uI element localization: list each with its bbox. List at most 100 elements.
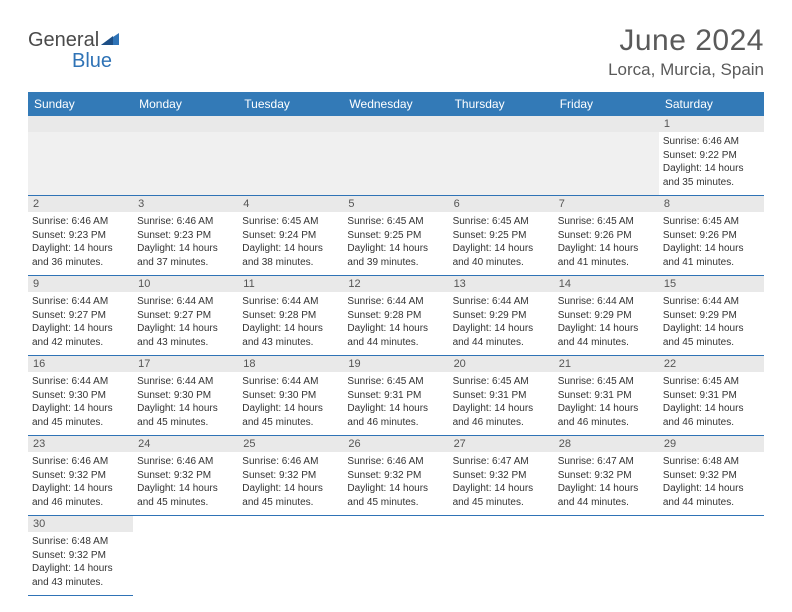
sunrise-text: Sunrise: 6:45 AM [453,215,550,229]
day-number [133,116,238,132]
weekday-label: Sunday [28,92,133,116]
daylight-text: Daylight: 14 hours [663,482,760,496]
sunrise-text: Sunrise: 6:44 AM [32,375,129,389]
day-number: 15 [659,276,764,292]
calendar-cell [238,132,343,196]
daylight-text: and 42 minutes. [32,336,129,350]
calendar-cell: Sunrise: 6:44 AMSunset: 9:29 PMDaylight:… [554,292,659,356]
calendar-cell: Sunrise: 6:44 AMSunset: 9:29 PMDaylight:… [659,292,764,356]
sunrise-text: Sunrise: 6:46 AM [347,455,444,469]
sunrise-text: Sunrise: 6:45 AM [347,215,444,229]
calendar-cell: Sunrise: 6:45 AMSunset: 9:24 PMDaylight:… [238,212,343,276]
sunrise-text: Sunrise: 6:44 AM [347,295,444,309]
weekday-label: Monday [133,92,238,116]
day-number: 18 [238,356,343,372]
sunset-text: Sunset: 9:28 PM [242,309,339,323]
sunset-text: Sunset: 9:32 PM [558,469,655,483]
sunset-text: Sunset: 9:29 PM [663,309,760,323]
weekday-label: Thursday [449,92,554,116]
sunrise-text: Sunrise: 6:44 AM [558,295,655,309]
sunset-text: Sunset: 9:25 PM [347,229,444,243]
sunset-text: Sunset: 9:31 PM [558,389,655,403]
daylight-text: Daylight: 14 hours [137,402,234,416]
sunrise-text: Sunrise: 6:46 AM [137,215,234,229]
sail-icon [99,31,121,51]
daylight-text: and 44 minutes. [558,496,655,510]
sunrise-text: Sunrise: 6:48 AM [663,455,760,469]
calendar-cell: Sunrise: 6:44 AMSunset: 9:30 PMDaylight:… [238,372,343,436]
calendar-cell [133,132,238,196]
daylight-text: and 41 minutes. [558,256,655,270]
sunset-text: Sunset: 9:27 PM [32,309,129,323]
daylight-text: Daylight: 14 hours [347,242,444,256]
sunset-text: Sunset: 9:22 PM [663,149,760,163]
calendar-cell: Sunrise: 6:45 AMSunset: 9:26 PMDaylight:… [659,212,764,276]
daylight-text: Daylight: 14 hours [32,402,129,416]
daylight-text: Daylight: 14 hours [347,402,444,416]
daylight-text: and 35 minutes. [663,176,760,190]
sunrise-text: Sunrise: 6:44 AM [137,375,234,389]
calendar-cell: Sunrise: 6:47 AMSunset: 9:32 PMDaylight:… [449,452,554,516]
day-number [133,516,238,532]
daylight-text: Daylight: 14 hours [137,482,234,496]
sunrise-text: Sunrise: 6:47 AM [453,455,550,469]
daylight-text: and 45 minutes. [137,416,234,430]
day-number: 1 [659,116,764,132]
daylight-text: and 38 minutes. [242,256,339,270]
calendar-cell: Sunrise: 6:45 AMSunset: 9:25 PMDaylight:… [449,212,554,276]
daylight-text: and 36 minutes. [32,256,129,270]
sunset-text: Sunset: 9:32 PM [32,469,129,483]
day-number: 3 [133,196,238,212]
sunset-text: Sunset: 9:31 PM [453,389,550,403]
calendar-cell: Sunrise: 6:45 AMSunset: 9:26 PMDaylight:… [554,212,659,276]
day-number [238,116,343,132]
weekday-label: Tuesday [238,92,343,116]
sunrise-text: Sunrise: 6:44 AM [137,295,234,309]
calendar-cell [133,532,238,596]
daylight-text: and 43 minutes. [137,336,234,350]
sunset-text: Sunset: 9:32 PM [347,469,444,483]
day-number: 8 [659,196,764,212]
weekday-label: Saturday [659,92,764,116]
daylight-text: Daylight: 14 hours [558,242,655,256]
calendar-cell: Sunrise: 6:44 AMSunset: 9:28 PMDaylight:… [343,292,448,356]
day-number: 12 [343,276,448,292]
weekday-label: Friday [554,92,659,116]
calendar-cell: Sunrise: 6:46 AMSunset: 9:32 PMDaylight:… [133,452,238,516]
daylight-text: and 44 minutes. [558,336,655,350]
sunset-text: Sunset: 9:29 PM [453,309,550,323]
sunrise-text: Sunrise: 6:46 AM [32,215,129,229]
header: GeneralBlue June 2024 Lorca, Murcia, Spa… [28,24,764,80]
day-number [449,116,554,132]
sunrise-text: Sunrise: 6:44 AM [453,295,550,309]
day-number: 22 [659,356,764,372]
daylight-text: and 46 minutes. [558,416,655,430]
day-number: 6 [449,196,554,212]
daylight-text: and 39 minutes. [347,256,444,270]
daylight-text: Daylight: 14 hours [347,482,444,496]
daylight-text: Daylight: 14 hours [242,242,339,256]
calendar-cell [343,532,448,596]
sunset-text: Sunset: 9:23 PM [32,229,129,243]
daylight-text: Daylight: 14 hours [663,402,760,416]
sunrise-text: Sunrise: 6:45 AM [663,375,760,389]
weekday-label: Wednesday [343,92,448,116]
day-number [28,116,133,132]
daylight-text: Daylight: 14 hours [347,322,444,336]
day-number: 19 [343,356,448,372]
daylight-text: and 46 minutes. [663,416,760,430]
calendar-cell: Sunrise: 6:45 AMSunset: 9:31 PMDaylight:… [659,372,764,436]
day-number: 29 [659,436,764,452]
sunrise-text: Sunrise: 6:45 AM [242,215,339,229]
calendar-cell: Sunrise: 6:46 AMSunset: 9:23 PMDaylight:… [133,212,238,276]
daylight-text: and 37 minutes. [137,256,234,270]
daylight-text: and 43 minutes. [32,576,129,590]
day-number: 24 [133,436,238,452]
sunset-text: Sunset: 9:23 PM [137,229,234,243]
calendar-cell: Sunrise: 6:44 AMSunset: 9:27 PMDaylight:… [133,292,238,356]
daylight-text: and 44 minutes. [663,496,760,510]
calendar-cell [28,132,133,196]
daylight-text: and 45 minutes. [242,496,339,510]
calendar-cell: Sunrise: 6:45 AMSunset: 9:31 PMDaylight:… [554,372,659,436]
calendar-cell: Sunrise: 6:44 AMSunset: 9:27 PMDaylight:… [28,292,133,356]
